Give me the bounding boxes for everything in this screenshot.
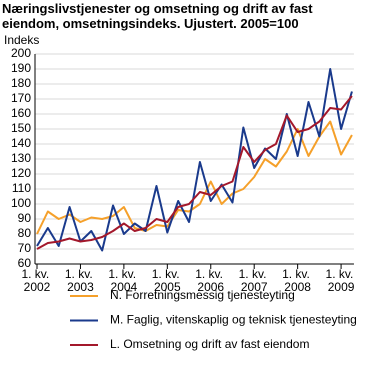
x-tick-label-line: 1. kv. — [152, 267, 183, 281]
legend-label: L. Omsetning og drift av fast eiendom — [110, 337, 309, 351]
x-tick-label-line: 2004 — [111, 280, 138, 294]
series-line — [36, 68, 353, 252]
x-tick-label-line: 2009 — [328, 280, 355, 294]
y-tick-label: 140 — [11, 136, 31, 150]
y-tick-label: 70 — [18, 241, 32, 255]
x-tick-label-line: 1. kv. — [65, 267, 96, 281]
y-tick-label: 160 — [11, 106, 31, 120]
legend-label: N. Forretningsmessig tjenesteyting — [110, 288, 295, 302]
series-line — [36, 120, 353, 235]
x-tick-label-line: 2002 — [24, 280, 51, 294]
x-tick-label-line: 2008 — [284, 280, 311, 294]
y-tick-label: 90 — [18, 211, 32, 225]
x-tick-label: 1. kv. 2002 — [21, 267, 52, 294]
x-tick-label-line: 1. kv. — [195, 267, 226, 281]
x-tick-label: 1. kv. 2004 — [108, 267, 139, 294]
y-tick-label: 100 — [11, 196, 31, 210]
y-tick-label: 120 — [11, 166, 31, 180]
x-tick-label: 1. kv. 2009 — [326, 267, 357, 294]
y-tick-label: 170 — [11, 91, 31, 105]
x-tick-label-line: 1. kv. — [239, 267, 270, 281]
y-tick-label: 110 — [12, 181, 31, 195]
y-tick-label: 190 — [11, 61, 31, 75]
x-tick-label-line: 2007 — [241, 280, 268, 294]
x-tick-label-line: 2006 — [197, 280, 224, 294]
chart-title: Næringslivstjenester og omsetning og dri… — [2, 1, 313, 31]
x-tick-label-line: 2005 — [154, 280, 181, 294]
y-tick-label: 60 — [18, 256, 32, 270]
x-tick-label: 1. kv. 2007 — [239, 267, 270, 294]
x-tick-label: 1. kv. 2008 — [282, 267, 313, 294]
y-axis-label: Indeks — [4, 33, 39, 47]
y-tick-label: 200 — [11, 46, 31, 60]
y-tick-label: 130 — [11, 151, 31, 165]
legend-label: M. Faglig, vitenskaplig og teknisk tjene… — [110, 313, 357, 327]
x-tick-label: 1. kv. 2003 — [65, 267, 96, 294]
x-tick-label: 1. kv. 2006 — [195, 267, 226, 294]
x-tick-label-line: 1. kv. — [108, 267, 139, 281]
x-tick-label-line: 1. kv. — [21, 267, 52, 281]
y-tick-label: 180 — [11, 76, 31, 90]
y-tick-label: 80 — [18, 226, 32, 240]
x-tick-label-line: 1. kv. — [282, 267, 313, 281]
series-line — [36, 95, 353, 250]
x-tick-label: 1. kv. 2005 — [152, 267, 183, 294]
y-tick-label: 150 — [11, 121, 31, 135]
x-tick-label-line: 2003 — [67, 280, 94, 294]
x-tick-label-line: 1. kv. — [326, 267, 357, 281]
